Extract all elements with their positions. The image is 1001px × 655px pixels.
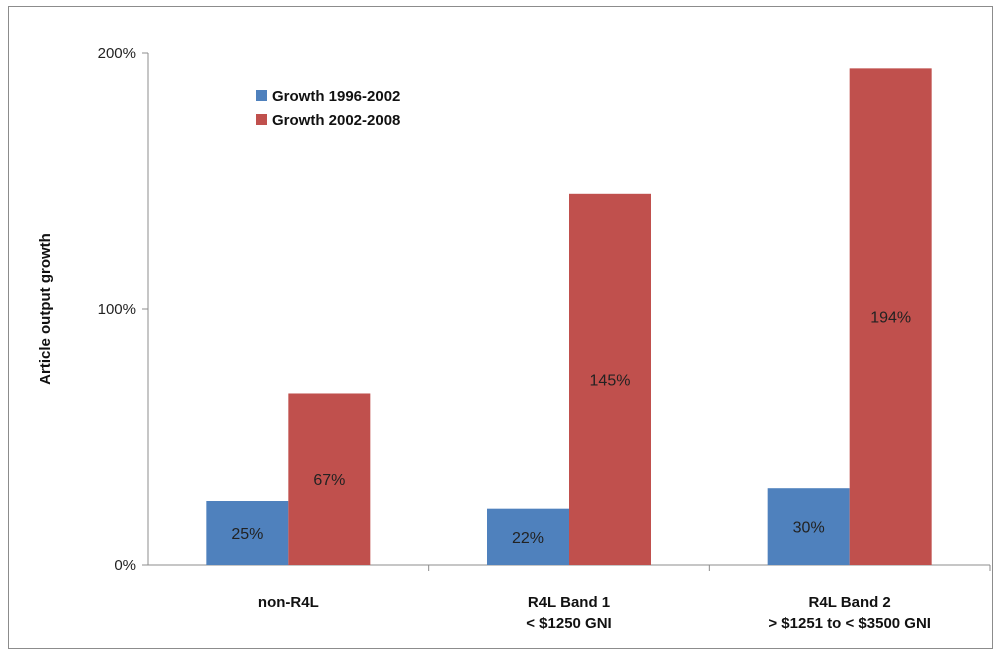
data-label: 25%	[231, 526, 263, 543]
data-label: 22%	[512, 530, 544, 547]
bar-growth-1996-2002	[206, 501, 289, 565]
y-tick-label: 100%	[98, 301, 136, 318]
y-axis-title: Article output growth	[37, 233, 54, 385]
bars	[206, 68, 932, 566]
x-category-label: R4L Band 2	[809, 594, 891, 611]
legend-swatch	[256, 114, 267, 125]
legend-label: Growth 1996-2002	[272, 88, 400, 105]
bar-growth-1996-2002	[767, 488, 850, 565]
x-category-label: R4L Band 1	[528, 594, 610, 611]
y-tick-label: 0%	[114, 557, 136, 574]
legend-label: Growth 2002-2008	[272, 112, 400, 129]
bar-growth-2002-2008	[288, 393, 371, 565]
bar-growth-1996-2002	[487, 508, 569, 565]
data-label: 194%	[870, 310, 911, 327]
labels: 25% 67% non-R4L 22% 145% R4L Band 1 < $1250 GN…	[231, 310, 931, 632]
data-label: 67%	[313, 472, 345, 489]
x-category-label: < $1250 GNI	[526, 615, 611, 632]
data-label: 30%	[793, 520, 825, 537]
data-label: 145%	[590, 372, 631, 389]
y-tick-label: 200%	[98, 45, 136, 62]
bar-growth-2002-2008	[569, 193, 651, 566]
bar-growth-2002-2008	[849, 68, 932, 566]
legend: Growth 1996-2002 Growth 2002-2008	[256, 88, 400, 129]
x-category-label: non-R4L	[258, 594, 319, 611]
legend-swatch	[256, 90, 267, 101]
x-category-label: > $1251 to < $3500 GNI	[768, 615, 931, 632]
